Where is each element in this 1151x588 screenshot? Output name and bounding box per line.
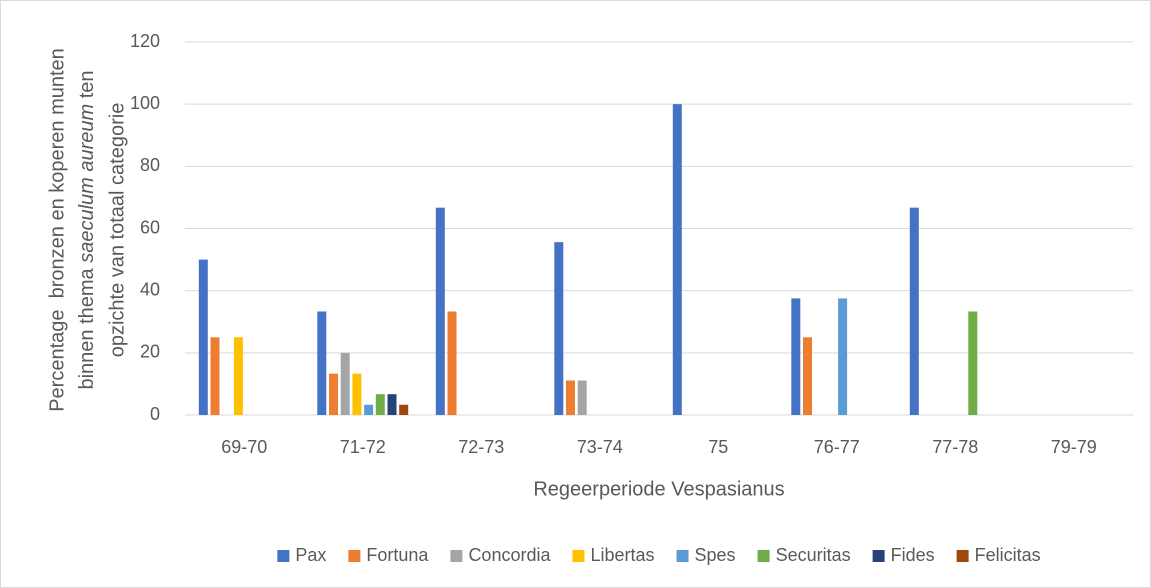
x-tick-label: 75 bbox=[708, 437, 728, 457]
legend-swatch bbox=[572, 550, 585, 562]
legend-swatch bbox=[676, 550, 689, 562]
y-label-part: binnen thema bbox=[76, 263, 98, 390]
bar bbox=[375, 394, 385, 415]
legend-label: Fortuna bbox=[366, 545, 429, 565]
bar bbox=[210, 337, 220, 415]
x-tick-label: 76-77 bbox=[814, 437, 860, 457]
legend-swatch bbox=[757, 550, 770, 562]
legend-swatch bbox=[277, 550, 290, 562]
legend: Pax Fortuna Concordia Libertas Spes Securitas… bbox=[277, 545, 1041, 565]
bar bbox=[672, 104, 682, 416]
x-axis-label: Regeerperiode Vespasianus bbox=[533, 478, 784, 500]
y-tick-label: 100 bbox=[130, 93, 160, 113]
legend-swatch bbox=[450, 550, 463, 562]
bar bbox=[791, 298, 801, 415]
legend-label: Spes bbox=[695, 545, 736, 565]
legend-label: Concordia bbox=[468, 545, 551, 565]
bar bbox=[198, 259, 208, 415]
y-tick-label: 20 bbox=[140, 342, 160, 362]
x-tick-label: 79-79 bbox=[1051, 437, 1097, 457]
x-tick-label: 73-74 bbox=[577, 437, 623, 457]
bar bbox=[803, 337, 812, 415]
legend-swatch bbox=[348, 550, 361, 562]
bar bbox=[577, 380, 587, 415]
legend-label: Securitas bbox=[776, 545, 851, 565]
bar bbox=[352, 373, 362, 415]
bar bbox=[838, 298, 848, 415]
bar bbox=[364, 404, 374, 415]
bar bbox=[968, 311, 978, 415]
legend-swatch bbox=[956, 550, 969, 562]
x-tick-label: 72-73 bbox=[458, 437, 504, 457]
bar bbox=[399, 404, 409, 415]
bar bbox=[447, 311, 457, 415]
legend-label: Fides bbox=[891, 545, 935, 565]
y-tick-label: 60 bbox=[140, 217, 160, 237]
bar bbox=[909, 207, 919, 415]
legend-label: Libertas bbox=[590, 545, 654, 565]
legend-swatch bbox=[872, 550, 885, 562]
y-axis-label: Percentage bronzen en koperen munten bin… bbox=[46, 48, 128, 412]
bar bbox=[387, 394, 397, 415]
bar bbox=[566, 380, 575, 415]
y-tick-label: 80 bbox=[140, 155, 160, 175]
y-axis-label-line: opzichte van totaal categorie bbox=[106, 103, 128, 358]
y-label-part: saeculum aureum bbox=[76, 104, 98, 263]
bar bbox=[317, 311, 327, 415]
y-axis-label-line: Percentage bronzen en koperen munten bbox=[46, 48, 68, 412]
y-axis-label-line: binnen thema saeculum aureum ten bbox=[76, 70, 98, 389]
bar bbox=[329, 373, 338, 415]
bar bbox=[233, 337, 243, 415]
y-label-part: ten bbox=[76, 70, 98, 103]
x-tick-label: 77-78 bbox=[932, 437, 978, 457]
y-tick-label: 0 bbox=[150, 404, 160, 424]
y-tick-label: 120 bbox=[130, 31, 160, 51]
y-tick-label: 40 bbox=[140, 279, 160, 299]
x-tick-label: 71-72 bbox=[340, 437, 386, 457]
legend-label: Pax bbox=[295, 545, 326, 565]
bar bbox=[554, 242, 564, 415]
bar bbox=[340, 352, 350, 415]
bar bbox=[435, 207, 445, 415]
x-tick-label: 69-70 bbox=[221, 437, 267, 457]
legend-label: Felicitas bbox=[975, 545, 1041, 565]
